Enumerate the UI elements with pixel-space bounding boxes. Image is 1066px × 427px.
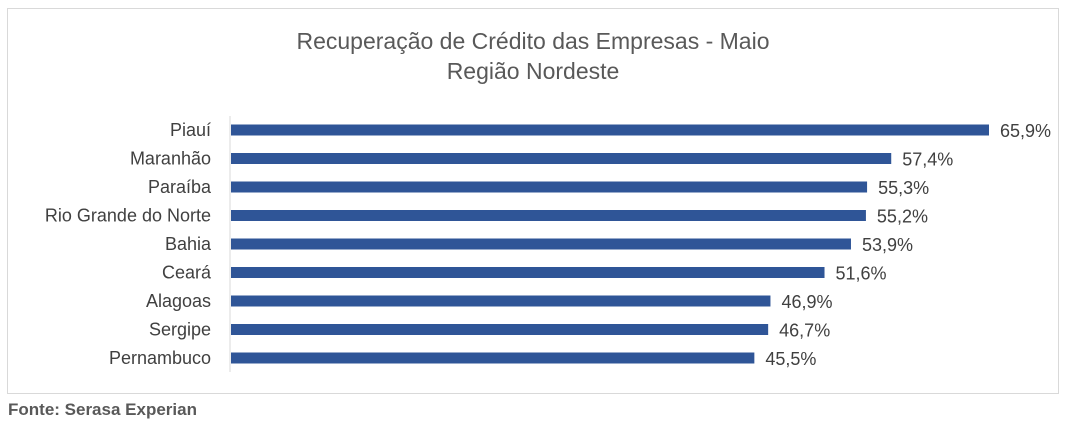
value-label: 46,7% <box>779 321 830 341</box>
category-label: Ceará <box>162 263 212 283</box>
category-label: Bahia <box>165 234 212 254</box>
bar <box>231 324 769 335</box>
value-label: 46,9% <box>781 292 832 312</box>
chart-title-block: Recuperação de Crédito das Empresas - Ma… <box>0 26 1066 86</box>
bar <box>231 267 825 278</box>
bar <box>231 210 866 221</box>
bar <box>231 352 755 364</box>
bar <box>231 181 868 193</box>
bar <box>231 124 989 136</box>
category-label: Piauí <box>170 120 211 140</box>
value-label: 51,6% <box>836 264 887 284</box>
value-label: 65,9% <box>1000 121 1051 141</box>
bar <box>231 153 892 164</box>
category-label: Maranhão <box>130 149 211 169</box>
category-label: Alagoas <box>146 291 211 311</box>
value-label: 57,4% <box>902 150 953 170</box>
category-label: Paraíba <box>148 177 212 197</box>
value-label: 55,3% <box>878 178 929 198</box>
value-label: 45,5% <box>765 349 816 369</box>
category-label: Rio Grande do Norte <box>45 206 211 226</box>
chart-title: Recuperação de Crédito das Empresas - Ma… <box>296 28 770 54</box>
value-label: 55,2% <box>877 207 928 227</box>
bar <box>231 238 851 250</box>
chart-subtitle: Região Nordeste <box>446 58 620 84</box>
value-label: 53,9% <box>862 235 913 255</box>
bar <box>231 295 771 307</box>
category-label: Sergipe <box>149 320 211 340</box>
category-label: Pernambuco <box>109 348 211 368</box>
source-note: Fonte: Serasa Experian <box>8 400 197 419</box>
